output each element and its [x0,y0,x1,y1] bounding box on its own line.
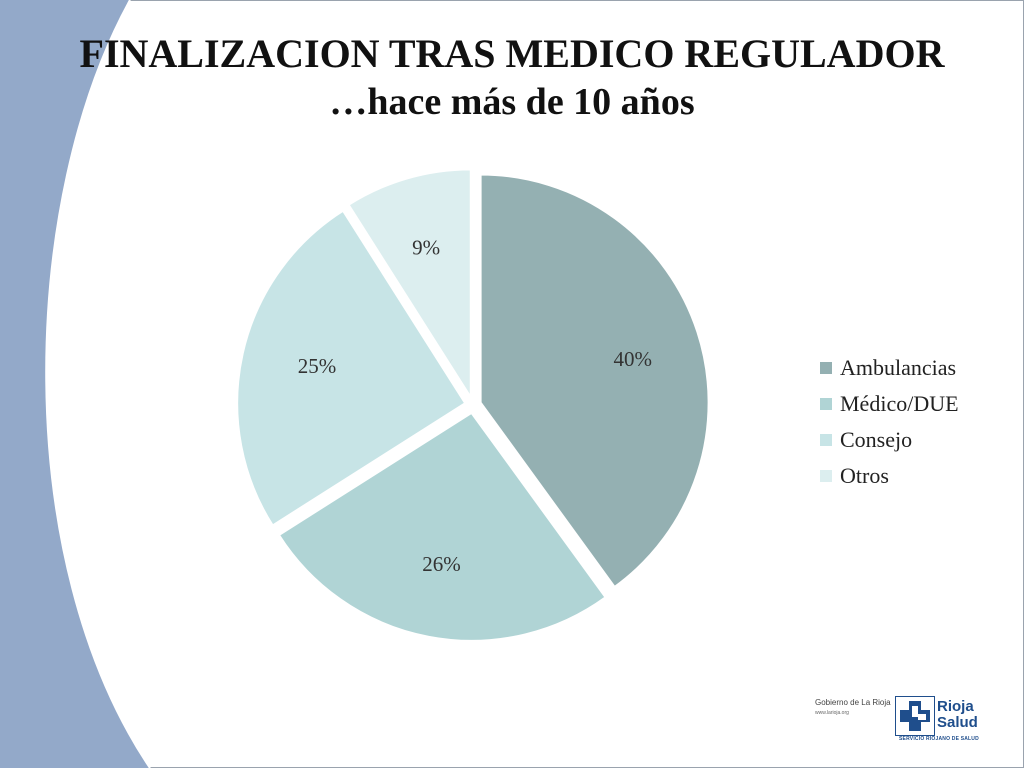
rioja-word: Rioja [937,698,974,715]
data-label-otros: 9% [412,235,440,259]
logos-area: Gobierno de La Rioja www.larioja.org Rio… [815,694,1005,746]
chart-legend: Ambulancias Médico/DUE Consejo Otros [820,350,959,494]
pie-slice-consejo [236,209,467,527]
data-label-m-dico-due: 26% [422,552,461,576]
gobierno-logo: Gobierno de La Rioja www.larioja.org [815,698,891,716]
title-line-1: FINALIZACION TRAS MEDICO REGULADOR [79,31,945,76]
data-label-consejo: 25% [298,354,337,378]
rioja-salud-logo: Rioja Salud SERVICIO RIOJANO DE SALUD [895,694,1003,744]
slide-title: FINALIZACION TRAS MEDICO REGULADOR …hace… [0,30,1024,126]
legend-label: Otros [840,463,889,488]
pie-slice-otros [347,168,472,401]
legend-swatch [820,362,832,374]
cross-icon [895,696,935,736]
pie-slice-m-dico-due [277,411,607,642]
salud-word: Salud [937,714,978,731]
legend-label: Consejo [840,427,913,452]
legend-item-ambulancias: Ambulancias [820,350,959,386]
pie-slice-ambulancias [479,173,710,589]
legend-swatch [820,434,832,446]
legend-label: Ambulancias [840,355,957,380]
gobierno-name: Gobierno de La Rioja [815,698,891,707]
legend-swatch [820,398,832,410]
legend-swatch [820,470,832,482]
legend-item-consejo: Consejo [820,422,959,458]
data-label-ambulancias: 40% [614,347,653,371]
title-line-2: …hace más de 10 años [329,81,695,123]
legend-label: Médico/DUE [840,391,959,416]
gobierno-web: www.larioja.org [815,710,849,716]
rioja-salud-subtitle: SERVICIO RIOJANO DE SALUD [899,736,979,742]
legend-item-m-dico-due: Médico/DUE [820,386,959,422]
legend-item-otros: Otros [820,458,959,494]
